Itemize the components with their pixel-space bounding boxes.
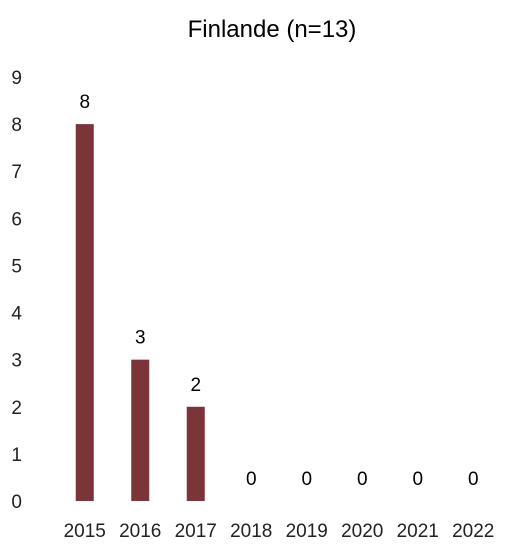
y-tick-label: 2	[11, 398, 22, 419]
x-tick-label-2021: 2021	[397, 521, 439, 542]
data-label-2022: 0	[468, 469, 479, 490]
bars	[75, 124, 205, 501]
bar-2017	[186, 406, 205, 501]
data-label-2017: 2	[190, 375, 201, 396]
x-axis-ticks: 2015 2016 2017 2018 2019 2020 2021 2022	[64, 521, 495, 542]
y-tick-label: 3	[11, 351, 22, 372]
data-label-2016: 3	[135, 328, 146, 349]
data-label-2019: 0	[301, 469, 312, 490]
y-tick-label: 6	[11, 209, 22, 230]
bar-2015	[75, 124, 94, 501]
y-tick-label: 9	[11, 68, 22, 89]
y-tick-label: 5	[11, 256, 22, 277]
x-tick-label-2015: 2015	[64, 521, 106, 542]
x-tick-label-2019: 2019	[286, 521, 328, 542]
x-tick-label-2016: 2016	[119, 521, 161, 542]
y-tick-label: 8	[11, 115, 22, 136]
data-label-2020: 0	[357, 469, 368, 490]
data-label-2018: 0	[246, 469, 257, 490]
x-tick-label-2018: 2018	[230, 521, 272, 542]
data-label-2021: 0	[412, 469, 423, 490]
y-tick-label: 7	[11, 162, 22, 183]
y-axis-ticks: 0 1 2 3 4 5 6 7 8 9	[11, 68, 22, 513]
bar-2016	[131, 359, 150, 501]
y-tick-label: 4	[11, 304, 22, 325]
data-label-2015: 8	[79, 92, 90, 113]
y-tick-label: 0	[11, 492, 22, 513]
chart-title: Finlande (n=13)	[188, 16, 357, 43]
x-tick-label-2017: 2017	[175, 521, 217, 542]
y-tick-label: 1	[11, 445, 22, 466]
x-tick-label-2022: 2022	[452, 521, 494, 542]
x-tick-label-2020: 2020	[341, 521, 383, 542]
data-labels: 8 3 2 0 0 0 0 0	[79, 92, 478, 490]
